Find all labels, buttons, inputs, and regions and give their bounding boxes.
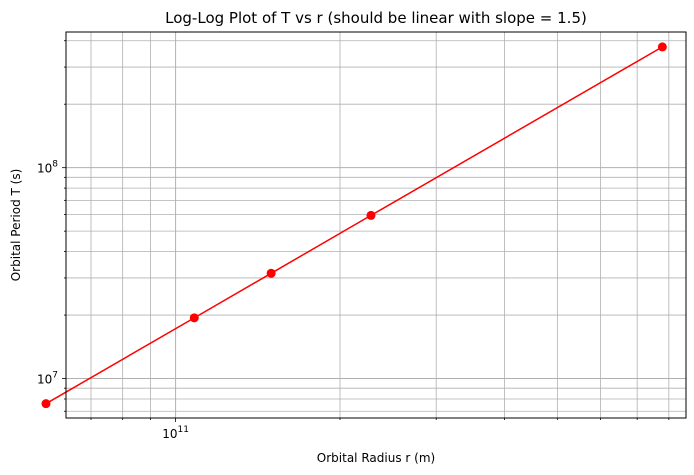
data-point <box>41 399 51 409</box>
grid-minor <box>66 32 686 418</box>
y-axis-label: Orbital Period T (s) <box>9 169 23 282</box>
y-tick-label: 107 <box>37 371 58 387</box>
ticks: 1011 107 108 <box>37 40 670 441</box>
y-tick-label: 108 <box>37 160 58 176</box>
data-point <box>266 268 276 278</box>
grid-major <box>66 32 686 418</box>
data-point <box>189 313 199 323</box>
chart-title: Log-Log Plot of T vs r (should be linear… <box>165 9 587 27</box>
data-point <box>366 210 376 220</box>
x-axis-label: Orbital Radius r (m) <box>317 451 435 465</box>
plot-frame <box>65 31 687 419</box>
data-point <box>657 42 667 52</box>
x-tick-label: 1011 <box>162 425 189 441</box>
series-layer <box>41 42 667 409</box>
